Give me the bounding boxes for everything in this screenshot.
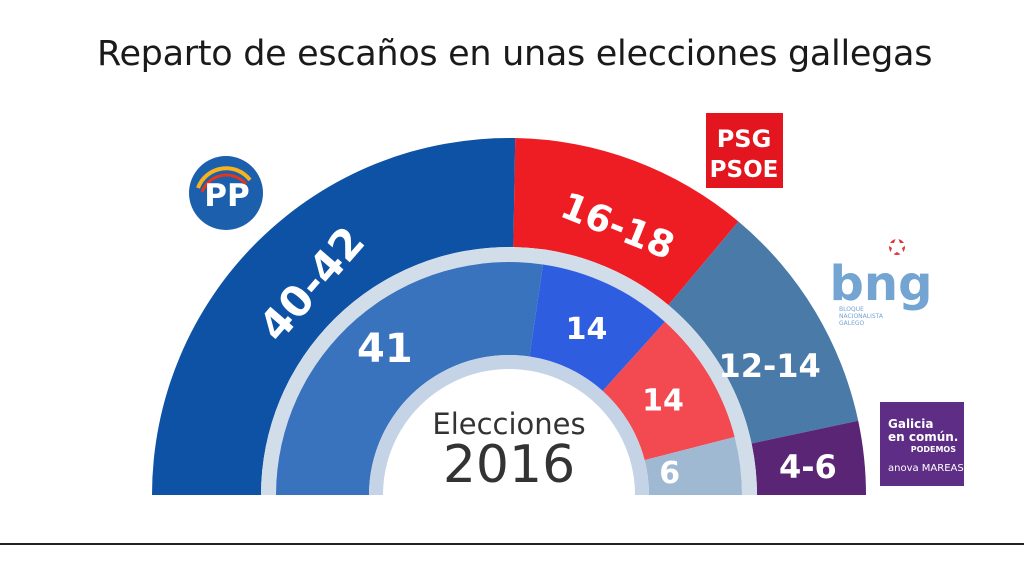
inner-segment-1: [529, 264, 665, 391]
ec-logo-line4: anova MAREAS: [888, 463, 964, 474]
bottom-rule: [0, 543, 1024, 545]
bng-logo: bng BLOQUE NACIONALISTA GALEGO: [830, 235, 933, 327]
inner-segment-0: [276, 262, 544, 495]
ec-logo-line1: Galicia: [888, 417, 934, 431]
inner-label-3: 6: [659, 456, 680, 491]
inner-label-0: 41: [357, 326, 413, 372]
center-label-year: 2016: [443, 435, 575, 495]
outer-segment-0: [152, 138, 516, 496]
inner-segment-3: [644, 437, 742, 495]
ec-logo-line2: en común.: [888, 430, 958, 444]
outer-label-3: 4-6: [779, 448, 837, 486]
inner-label-2: 14: [642, 383, 684, 418]
bng-logo-text: bng: [830, 256, 933, 312]
bng-logo-sub1: BLOQUE: [839, 306, 864, 313]
outer-segment-2: [668, 221, 859, 444]
inner-label-1: 14: [566, 312, 608, 347]
bng-logo-sub2: NACIONALISTA: [839, 313, 884, 320]
psoe-logo: PSG PSOE: [706, 113, 783, 188]
psoe-logo-line2: PSOE: [710, 157, 779, 183]
psoe-logo-line1: PSG: [717, 125, 772, 153]
bng-logo-sub3: GALEGO: [839, 320, 865, 327]
pp-logo-text: PP: [204, 178, 249, 214]
outer-label-2: 12-14: [718, 347, 820, 385]
chart-title: Reparto de escaños en unas elecciones ga…: [97, 34, 933, 74]
inner-rim: [369, 355, 649, 495]
center-label-elecciones: Elecciones: [432, 407, 585, 441]
outer-ring-estimation: [152, 138, 866, 496]
outer-segment-1: [513, 138, 739, 306]
en-comun-logo: Galicia en común. PODEMOS anova MAREAS: [880, 402, 964, 486]
inner-segment-2: [602, 321, 735, 461]
pp-logo: PP: [189, 156, 263, 230]
ec-logo-line3: PODEMOS: [911, 445, 957, 454]
inner-ring-2016: [276, 262, 742, 495]
outer-segment-3: [751, 420, 866, 495]
